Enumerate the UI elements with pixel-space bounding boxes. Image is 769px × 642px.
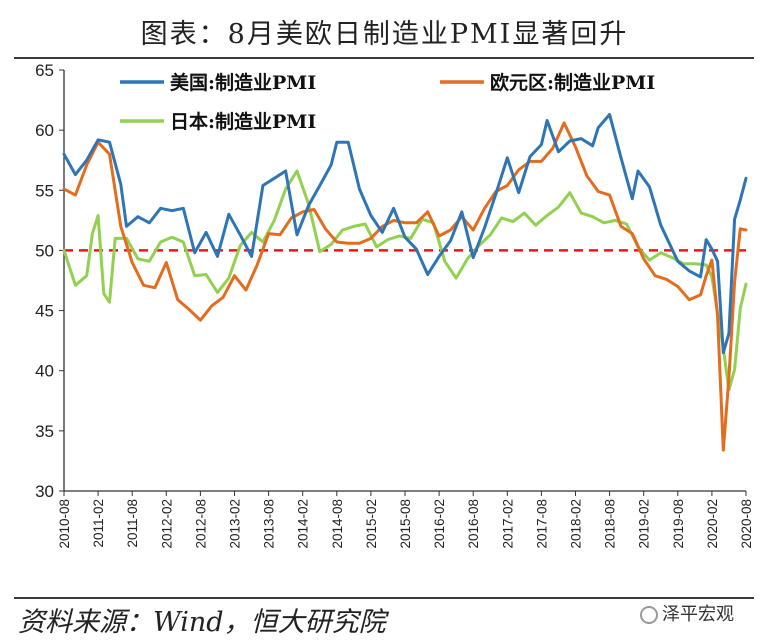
x-tick-label: 2019-08: [671, 499, 686, 549]
x-tick-label: 2018-08: [603, 499, 618, 549]
x-tick-label: 2019-02: [637, 499, 652, 549]
chart-legend: 美国:制造业PMI 欧元区:制造业PMI 日本:制造业PMI: [120, 71, 655, 133]
legend-label: 日本:制造业PMI: [170, 110, 316, 133]
x-tick-label: 2016-02: [432, 499, 447, 549]
source-note: 资料来源：Wind，恒大研究院: [18, 607, 386, 638]
series-line-0: [62, 113, 748, 355]
y-tick-label: 30: [35, 482, 54, 501]
watermark: 泽平宏观: [640, 600, 734, 626]
y-tick-label: 35: [35, 422, 54, 441]
series-line-1: [62, 121, 748, 452]
x-tick-label: 2016-08: [466, 499, 481, 549]
x-tick-label: 2018-02: [569, 499, 584, 549]
x-tick-label: 2015-08: [398, 499, 413, 549]
legend-label: 欧元区:制造业PMI: [490, 71, 655, 94]
y-tick-label: 55: [35, 181, 54, 200]
x-tick-label: 2020-08: [739, 499, 754, 549]
pmi-line-chart: 30 35 40 45 50 55 60 65 2010-08 2011-02 2011-08 201…: [35, 61, 754, 549]
y-tick-label: 40: [35, 362, 54, 381]
title-rule-bottom: [14, 597, 754, 599]
y-tick-label: 65: [35, 61, 54, 80]
chart-title: 图表：8月美欧日制造业PMI显著回升: [140, 19, 629, 50]
chart-axes: 30 35 40 45 50 55 60 65 2010-08 2011-02 2011-08 201…: [35, 61, 754, 549]
x-tick-label: 2015-02: [364, 499, 379, 549]
series-line-2: [62, 169, 748, 392]
y-tick-label: 50: [35, 241, 54, 260]
y-tick-label: 60: [35, 121, 54, 140]
x-tick-label: 2010-08: [57, 499, 72, 549]
wechat-icon: [640, 606, 658, 624]
x-tick-label: 2013-08: [262, 499, 277, 549]
x-tick-label: 2012-08: [193, 499, 208, 549]
x-tick-label: 2014-08: [330, 499, 345, 549]
x-tick-label: 2012-02: [159, 499, 174, 549]
y-tick-label: 45: [35, 302, 54, 321]
x-tick-label: 2017-02: [500, 499, 515, 549]
x-tick-label: 2011-02: [91, 499, 106, 548]
x-tick-label: 2013-02: [228, 499, 243, 549]
title-rule-top: [14, 57, 754, 59]
watermark-label: 泽平宏观: [662, 604, 734, 625]
legend-label: 美国:制造业PMI: [170, 71, 316, 94]
series-lines: [62, 113, 748, 452]
x-tick-label: 2014-02: [296, 499, 311, 549]
x-tick-label: 2017-08: [534, 499, 549, 549]
x-tick-label: 2020-02: [705, 499, 720, 549]
x-tick-label: 2011-08: [125, 499, 140, 548]
